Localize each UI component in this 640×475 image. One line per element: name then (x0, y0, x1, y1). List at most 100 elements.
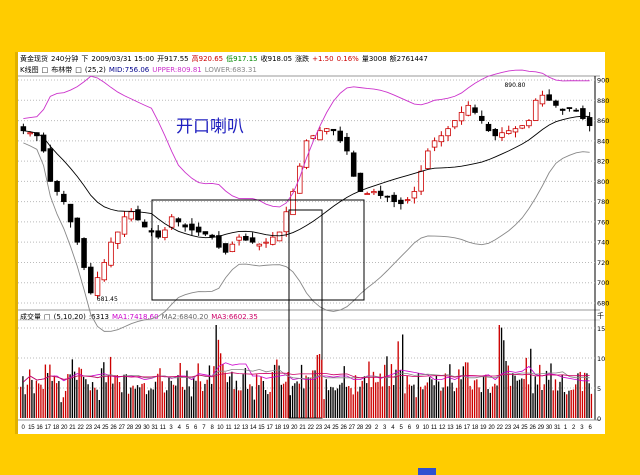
volume-bar (588, 383, 590, 418)
volume-bar (213, 366, 215, 418)
volume-bar (453, 391, 456, 418)
y-tick-label: 15 (597, 325, 605, 333)
volume-bar (127, 393, 130, 418)
volume-bar (532, 393, 534, 418)
volume-bar (208, 365, 211, 418)
volume-bar (195, 380, 197, 418)
annotation-text: 开口喇叭 (176, 117, 244, 137)
volume-bar (94, 387, 96, 418)
candle-body (290, 191, 296, 216)
x-tick-label: 2 (572, 425, 576, 431)
volume-bar (186, 370, 188, 418)
x-tick-label: 25 (521, 425, 528, 431)
candle-body (458, 112, 465, 122)
x-tick-label: 18 (53, 425, 60, 431)
volume-bar (100, 368, 103, 418)
candle-body (195, 226, 202, 233)
y-tick-label: 880 (597, 97, 609, 105)
volume: 量3008 (361, 55, 387, 63)
volume-bar (28, 369, 31, 418)
ma2: MA2:6840.20 (161, 313, 209, 321)
volume-bar (336, 388, 339, 418)
x-tick-label: 21 (69, 425, 76, 431)
x-tick-label: 12 (234, 425, 241, 431)
candle-body (202, 231, 209, 235)
candle-body (263, 241, 269, 244)
period[interactable]: 240分钟 (51, 55, 79, 63)
volume-bar (282, 383, 285, 418)
boll-lower-line (23, 142, 590, 332)
volume-bar (534, 376, 536, 418)
volume-bar (433, 385, 435, 418)
candle-body (357, 172, 364, 192)
volume-bar (177, 375, 179, 418)
volume-bar (309, 377, 312, 418)
volume-bar (507, 365, 509, 418)
volume-bar (449, 364, 451, 418)
candle-body (101, 262, 108, 281)
candle-body (438, 135, 445, 143)
volume-bar (228, 376, 231, 418)
candle-body (580, 108, 586, 119)
volume-bar (312, 370, 314, 418)
candle-body (330, 128, 337, 132)
candle-body (88, 266, 94, 294)
volume-bar (503, 340, 505, 418)
volume-bar (388, 385, 390, 418)
volume-bar (341, 382, 343, 418)
volume-bar (480, 392, 482, 418)
volume-bar (46, 372, 49, 418)
volume-bar (31, 379, 33, 418)
volume-bar (584, 372, 586, 418)
volume-bar (305, 375, 307, 418)
x-tick-label: 1 (564, 425, 568, 431)
x-tick-label: 20 (61, 425, 68, 431)
volume-bar (107, 374, 109, 418)
boll-label[interactable]: 布林带 (51, 66, 73, 74)
volume-bar (381, 386, 384, 418)
volume-bar (559, 381, 561, 418)
volume-bar (471, 389, 474, 418)
toggle-icon[interactable]: □ (41, 66, 49, 74)
x-tick-label: 18 (275, 425, 282, 431)
volume-bar (125, 374, 127, 418)
volume-bar (276, 359, 278, 418)
x-tick-label: 6 (408, 425, 412, 431)
volume-bar (372, 371, 375, 418)
candle-body (553, 100, 559, 106)
volume-bar (446, 386, 449, 418)
toggle-icon[interactable]: □ (75, 66, 82, 74)
candle-body (404, 199, 411, 202)
candle-body (546, 94, 552, 101)
y-tick-label: 720 (597, 259, 609, 267)
volume-bar (132, 385, 134, 418)
candle-body (492, 129, 499, 137)
volume-bar (190, 396, 193, 418)
candle-body (566, 107, 573, 109)
x-tick-label: 5 (186, 425, 190, 431)
kline-label[interactable]: K线图 (20, 66, 39, 74)
volume-bar (460, 379, 462, 418)
volume-bar (206, 379, 208, 418)
volume-bar (570, 390, 572, 418)
volume-bar (516, 380, 518, 418)
candle-body (431, 140, 438, 148)
high: 高920.65 (191, 55, 224, 63)
volume-bar (417, 373, 420, 418)
volume-label[interactable]: 成交量 (20, 313, 41, 321)
toggle-icon[interactable]: □ (44, 313, 51, 321)
candle-body (216, 235, 222, 248)
volume-bar (550, 363, 552, 418)
boll-mid-line (23, 115, 590, 239)
volume-bar (58, 381, 60, 418)
volume-bar (150, 388, 152, 418)
datetime: 2009/03/31 15:00 (91, 55, 155, 63)
volume-bar (109, 356, 112, 418)
x-tick-label: 22 (77, 425, 84, 431)
volume-bar (98, 399, 100, 418)
x-tick-label: 4 (391, 425, 395, 431)
volume-bar (202, 390, 204, 418)
volume-bar (159, 368, 161, 418)
volume-bar (498, 325, 500, 418)
volume-bar (512, 373, 514, 418)
